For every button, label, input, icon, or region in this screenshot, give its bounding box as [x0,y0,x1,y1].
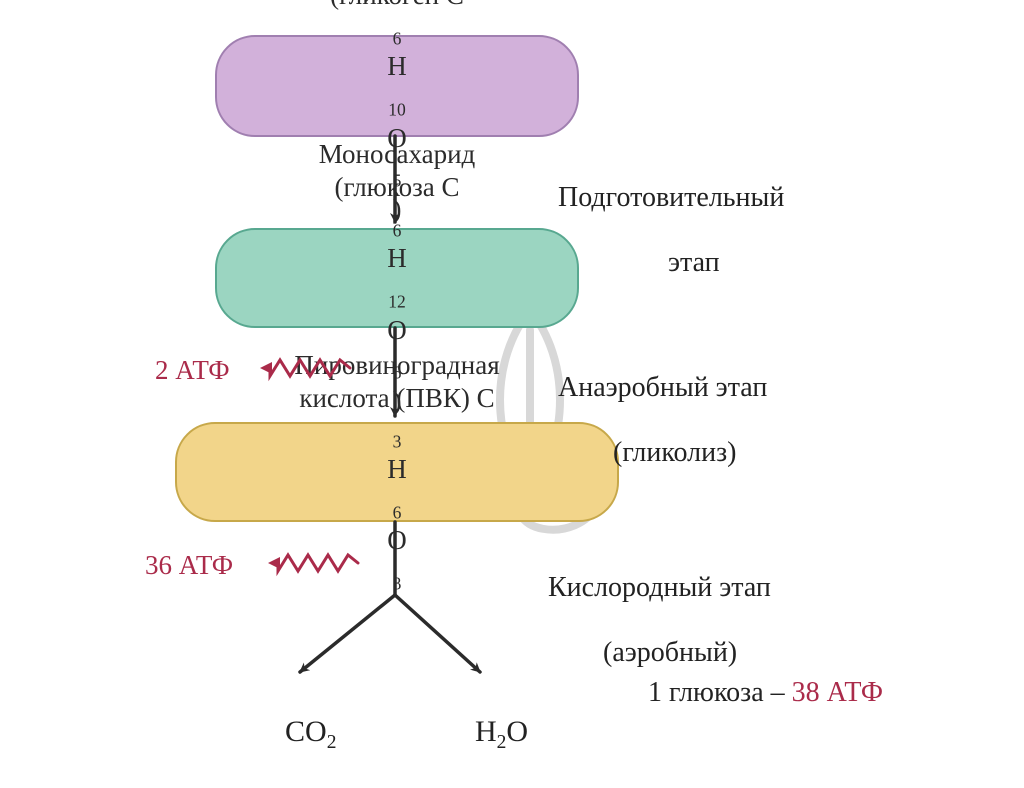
atp-output-36: 36 АТФ [145,550,233,581]
atp-output-2: 2 АТФ [155,355,230,386]
product-co2: CO2 [255,680,336,788]
node-polysaccharides: Полисахариды (гликоген C6H10O5) [215,35,579,137]
stage-label-preparatory: Подготовительный этап [530,150,784,311]
node-pvk-line2: кислота (ПВК) C3H6O3 [299,382,494,595]
summary-yield: 1 глюкоза – 38 АТФ [620,645,883,742]
node-pvk-line1: Пировиноградная [294,349,499,383]
product-h2o: H2O [445,680,528,788]
node-mono-line1: Моносахарид [319,138,476,172]
diagram-stage: Полисахариды (гликоген C6H10O5) Моносаха… [0,0,1024,767]
stage-label-glycolysis: Анаэробный этап (гликолиз) [530,340,767,501]
node-monosaccharide: Моносахарид (глюкоза C6H12O6) [215,228,579,328]
